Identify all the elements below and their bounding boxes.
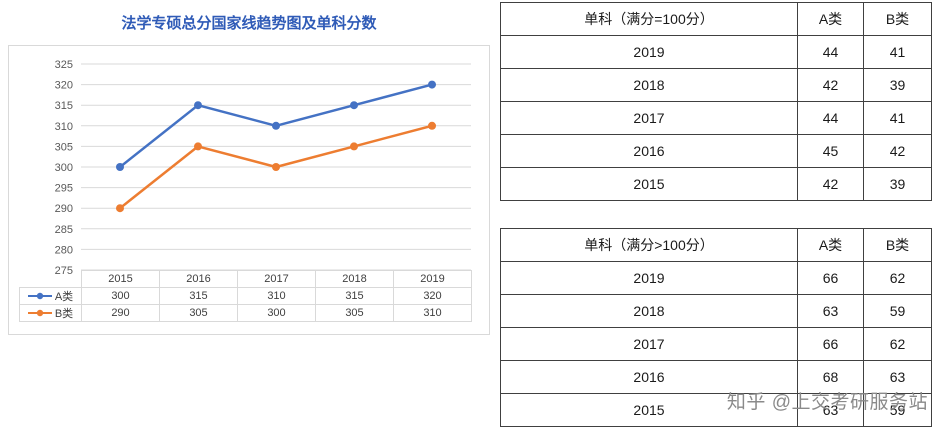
y-axis-label: 290 <box>55 203 73 215</box>
year-cell: 2016 <box>500 134 798 168</box>
score-cell: 44 <box>797 35 864 69</box>
chart-data-table: 2015 2016 2017 2018 2019 A类 300 315 310 315 320 B类 2… <box>19 270 472 322</box>
table-header-row: 单科（满分>100分） A类 B类 <box>500 228 932 262</box>
chart-table-value: 305 <box>159 304 238 322</box>
chart-table-series-row: B类 290 305 300 305 310 <box>19 304 472 322</box>
chart-table-value: 310 <box>393 304 472 322</box>
score-cell: 44 <box>797 101 864 135</box>
chart-table-value: 320 <box>393 287 472 305</box>
year-cell: 2015 <box>500 393 798 427</box>
data-point-marker <box>428 121 436 130</box>
year-cell: 2017 <box>500 101 798 135</box>
year-cell: 2019 <box>500 261 798 295</box>
data-point-marker <box>194 101 202 110</box>
table-row: 2019 66 62 <box>500 261 932 295</box>
table-row: 2015 63 59 <box>500 393 932 427</box>
chart-table-value: 310 <box>237 287 316 305</box>
score-cell: 62 <box>863 327 932 361</box>
data-point-marker <box>272 121 280 130</box>
score-cell: 62 <box>863 261 932 295</box>
year-cell: 2017 <box>500 327 798 361</box>
score-table-over100: 单科（满分>100分） A类 B类 2019 66 62 2018 63 59 2017 66 62 2… <box>500 228 932 427</box>
table-title-cell: 单科（满分>100分） <box>500 228 798 262</box>
y-axis-label: 325 <box>55 59 73 71</box>
chart-table-year: 2017 <box>237 270 316 288</box>
legend-key: B类 <box>19 304 82 322</box>
score-cell: 59 <box>863 393 932 427</box>
score-cell: 45 <box>797 134 864 168</box>
table-row: 2015 42 39 <box>500 167 932 201</box>
table-row: 2018 42 39 <box>500 68 932 102</box>
legend-key: A类 <box>19 287 82 305</box>
table-row: 2016 68 63 <box>500 360 932 394</box>
y-axis-label: 300 <box>55 162 73 174</box>
chart-table-value: 315 <box>315 287 394 305</box>
year-cell: 2018 <box>500 294 798 328</box>
table-title-cell: 单科（满分=100分） <box>500 2 798 36</box>
column-header: A类 <box>797 2 864 36</box>
score-cell: 39 <box>863 68 932 102</box>
chart-table-year: 2015 <box>81 270 160 288</box>
series-swatch-icon <box>27 309 52 317</box>
chart-table-series-row: A类 300 315 310 315 320 <box>19 287 472 305</box>
y-axis-label: 315 <box>55 100 73 112</box>
table-header-row: 单科（满分=100分） A类 B类 <box>500 2 932 36</box>
data-point-marker <box>116 204 124 213</box>
score-cell: 42 <box>797 167 864 201</box>
y-axis-label: 320 <box>55 80 73 92</box>
chart-table-value: 315 <box>159 287 238 305</box>
chart-table-value: 290 <box>81 304 160 322</box>
score-cell: 66 <box>797 261 864 295</box>
chart-table-year: 2018 <box>315 270 394 288</box>
y-axis-label: 285 <box>55 224 73 236</box>
trend-line-chart: 275 280 285 290 295 300 305 310 315 320 325 2015 20… <box>8 45 490 335</box>
series-name: A类 <box>54 291 74 303</box>
series-name: B类 <box>54 308 74 320</box>
table-row: 2018 63 59 <box>500 294 932 328</box>
year-cell: 2016 <box>500 360 798 394</box>
score-cell: 63 <box>797 294 864 328</box>
table-row: 2017 66 62 <box>500 327 932 361</box>
column-header: A类 <box>797 228 864 262</box>
column-header: B类 <box>863 228 932 262</box>
score-cell: 59 <box>863 294 932 328</box>
y-axis-label: 295 <box>55 183 73 195</box>
watermark: 知乎 @上交考研服务站 <box>726 392 928 413</box>
score-table-max100: 单科（满分=100分） A类 B类 2019 44 41 2018 42 39 2017 44 41 2… <box>500 2 932 201</box>
chart-table-value: 300 <box>81 287 160 305</box>
chart-table-value: 305 <box>315 304 394 322</box>
year-cell: 2018 <box>500 68 798 102</box>
score-cell: 39 <box>863 167 932 201</box>
data-point-marker <box>194 142 202 151</box>
chart-table-year: 2016 <box>159 270 238 288</box>
y-axis-label: 280 <box>55 244 73 256</box>
chart-table-year: 2019 <box>393 270 472 288</box>
data-point-marker <box>272 163 280 171</box>
chart-table-value: 300 <box>237 304 316 322</box>
data-point-marker <box>350 142 358 151</box>
chart-table-corner <box>19 270 82 288</box>
data-point-marker <box>350 101 358 110</box>
y-axis-label: 305 <box>55 141 73 153</box>
score-cell: 63 <box>797 393 864 427</box>
score-cell: 42 <box>863 134 932 168</box>
score-cell: 42 <box>797 68 864 102</box>
chart-title: 法学专硕总分国家线趋势图及单科分数 <box>121 15 377 32</box>
table-row: 2019 44 41 <box>500 35 932 69</box>
data-point-marker <box>116 163 124 171</box>
table-row: 2017 44 41 <box>500 101 932 135</box>
year-cell: 2015 <box>500 167 798 201</box>
score-cell: 66 <box>797 327 864 361</box>
column-header: B类 <box>863 2 932 36</box>
table-row: 2016 45 42 <box>500 134 932 168</box>
y-axis-label: 310 <box>55 121 73 133</box>
year-cell: 2019 <box>500 35 798 69</box>
series-swatch-icon <box>27 292 52 300</box>
score-cell: 41 <box>863 35 932 69</box>
chart-embedded-table: 2015 2016 2017 2018 2019 A类 300 315 310 315 320 B类 2… <box>19 270 472 322</box>
score-cell: 41 <box>863 101 932 135</box>
data-point-marker <box>428 80 436 89</box>
